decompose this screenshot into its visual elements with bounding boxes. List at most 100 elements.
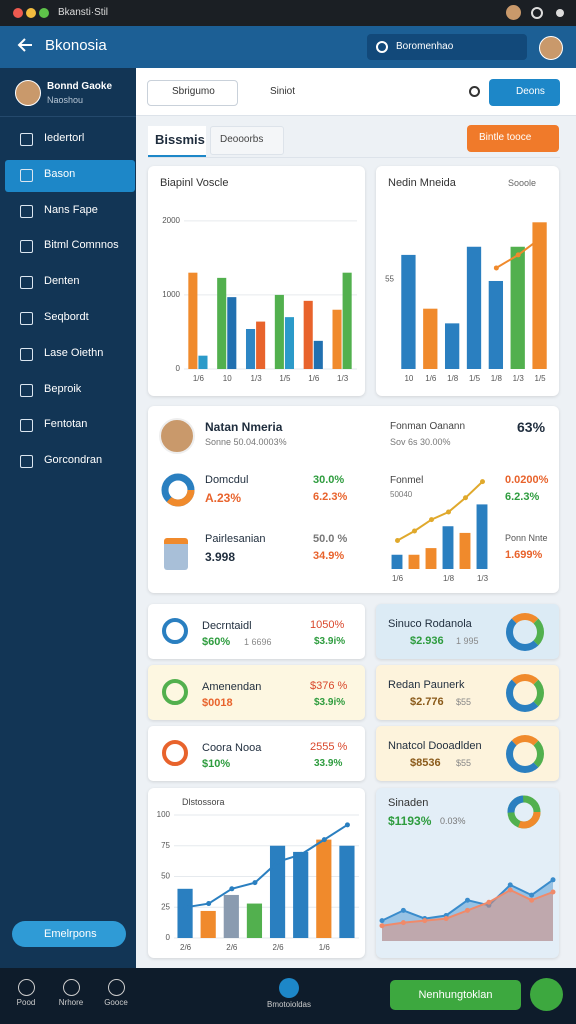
row-label: Pairlesanian (205, 533, 266, 545)
nav-item[interactable]: Denten (44, 275, 80, 288)
footer-center-icon[interactable] (279, 978, 299, 998)
nav-item[interactable]: Nans Fape (44, 203, 98, 216)
filter-text[interactable]: Siniot (270, 86, 296, 97)
bar (408, 554, 420, 569)
nav-item[interactable]: Fentotan (44, 418, 88, 431)
bar (444, 323, 460, 369)
x-tick-label: 10 (223, 374, 232, 383)
card-value: $2.936 (410, 635, 444, 647)
footer-label[interactable]: Gooce (104, 998, 128, 1007)
point (446, 509, 451, 515)
chart: 1/6 1/8 1/3 (391, 479, 489, 583)
window-icon[interactable] (531, 7, 543, 19)
header-avatar[interactable] (539, 36, 563, 60)
chart-title: Nedin Mneida (388, 177, 456, 189)
profile-avatar (159, 418, 195, 454)
nav-active (5, 159, 135, 192)
card-r1: $376 % (310, 680, 348, 692)
chart-c: Ponn Nnte (505, 533, 548, 543)
point (379, 923, 385, 929)
nav-item[interactable]: Iedertorl (44, 132, 85, 144)
bar (488, 280, 504, 369)
tab[interactable] (210, 126, 284, 155)
nav-item[interactable]: Beproik (44, 382, 82, 395)
point (529, 897, 535, 903)
nav-item[interactable]: Bason (44, 167, 76, 180)
nav-icon (20, 347, 33, 361)
nav-item[interactable]: Gorcondran (44, 454, 103, 467)
card-title: Decrntaidl (202, 620, 252, 632)
nav-icon (20, 312, 33, 325)
bar (532, 222, 547, 369)
back-arrow[interactable] (16, 36, 34, 54)
card-title: Amenendan (202, 681, 262, 693)
footer-label[interactable]: Pood (16, 998, 36, 1007)
point (550, 877, 556, 883)
row-a: 50.0 % (313, 533, 348, 545)
nav-item[interactable]: Lase Oiethn (44, 346, 104, 359)
nav-item[interactable]: Bitml Comnnos (44, 239, 119, 252)
footer-fab[interactable] (530, 978, 563, 1011)
x-tick-label: 1/6 (308, 374, 320, 383)
user-name: Bonnd Gaoke (47, 81, 113, 92)
y-tick-label: 75 (161, 841, 170, 850)
bar (269, 845, 286, 938)
y-tick-label: 55 (385, 274, 394, 283)
footer-icon[interactable] (18, 979, 35, 996)
donut-icon (507, 795, 541, 829)
chart-a: 0.0200% (505, 474, 549, 486)
x-tick-label: 1/6 (425, 374, 437, 383)
toolbar-search[interactable] (469, 86, 480, 97)
area-value: $1193% (388, 814, 432, 828)
footer-label[interactable]: Nrhore (58, 998, 84, 1007)
footer-button[interactable] (390, 980, 521, 1010)
card-title: Sinuco Rodanola (388, 618, 472, 630)
window-icon[interactable] (556, 9, 564, 17)
x-tick-label: 2/6 (273, 943, 285, 952)
footer-icon[interactable] (108, 979, 125, 996)
profile-card (148, 406, 559, 593)
bar (177, 888, 193, 938)
window-bar (0, 0, 576, 26)
point (443, 916, 449, 922)
min-dot[interactable] (26, 8, 36, 18)
chart-title: Dlstossora (182, 797, 225, 807)
point (252, 880, 258, 886)
search-box[interactable] (367, 34, 527, 60)
card-sub: 1 995 (456, 636, 479, 646)
bar (188, 272, 198, 369)
action-button[interactable] (467, 125, 559, 152)
bar (391, 554, 403, 569)
nav-footer[interactable]: Emelrpons (12, 921, 126, 947)
point (206, 901, 212, 907)
nav-icon (20, 455, 33, 469)
nav-item[interactable]: Seqbordt (44, 311, 89, 323)
point (429, 517, 434, 523)
card-r2: $3.9i% (314, 697, 346, 708)
card-sub: $55 (456, 758, 472, 768)
card-sub: 1 6696 (244, 637, 272, 647)
window-avatar[interactable] (506, 5, 521, 20)
card-value: $60% (202, 636, 231, 648)
bar (442, 526, 454, 569)
chart: 0 1000 2000 1/6 10 1/3 1/5 1/6 1/3 (162, 216, 357, 383)
max-dot[interactable] (39, 8, 49, 18)
footer-icon[interactable] (63, 979, 80, 996)
point (422, 918, 428, 924)
tab-bar (148, 123, 560, 158)
point (493, 265, 499, 271)
card-value: $8536 (410, 757, 441, 769)
row-b: 6.2.3% (313, 491, 348, 503)
chart-control[interactable]: Sooole (508, 178, 537, 188)
y-tick-label: 25 (161, 902, 170, 911)
dropdown-text: Sbrigumo (172, 86, 215, 97)
primary-button[interactable] (489, 79, 560, 106)
x-tick-label: 1/3 (513, 374, 525, 383)
bar (246, 903, 263, 938)
card-r2: 33.9% (314, 758, 343, 769)
point (400, 907, 406, 913)
dropdown[interactable] (147, 80, 238, 106)
close-dot[interactable] (13, 8, 23, 18)
card-title: Coora Nooa (202, 742, 262, 754)
tab-active[interactable] (148, 126, 206, 157)
